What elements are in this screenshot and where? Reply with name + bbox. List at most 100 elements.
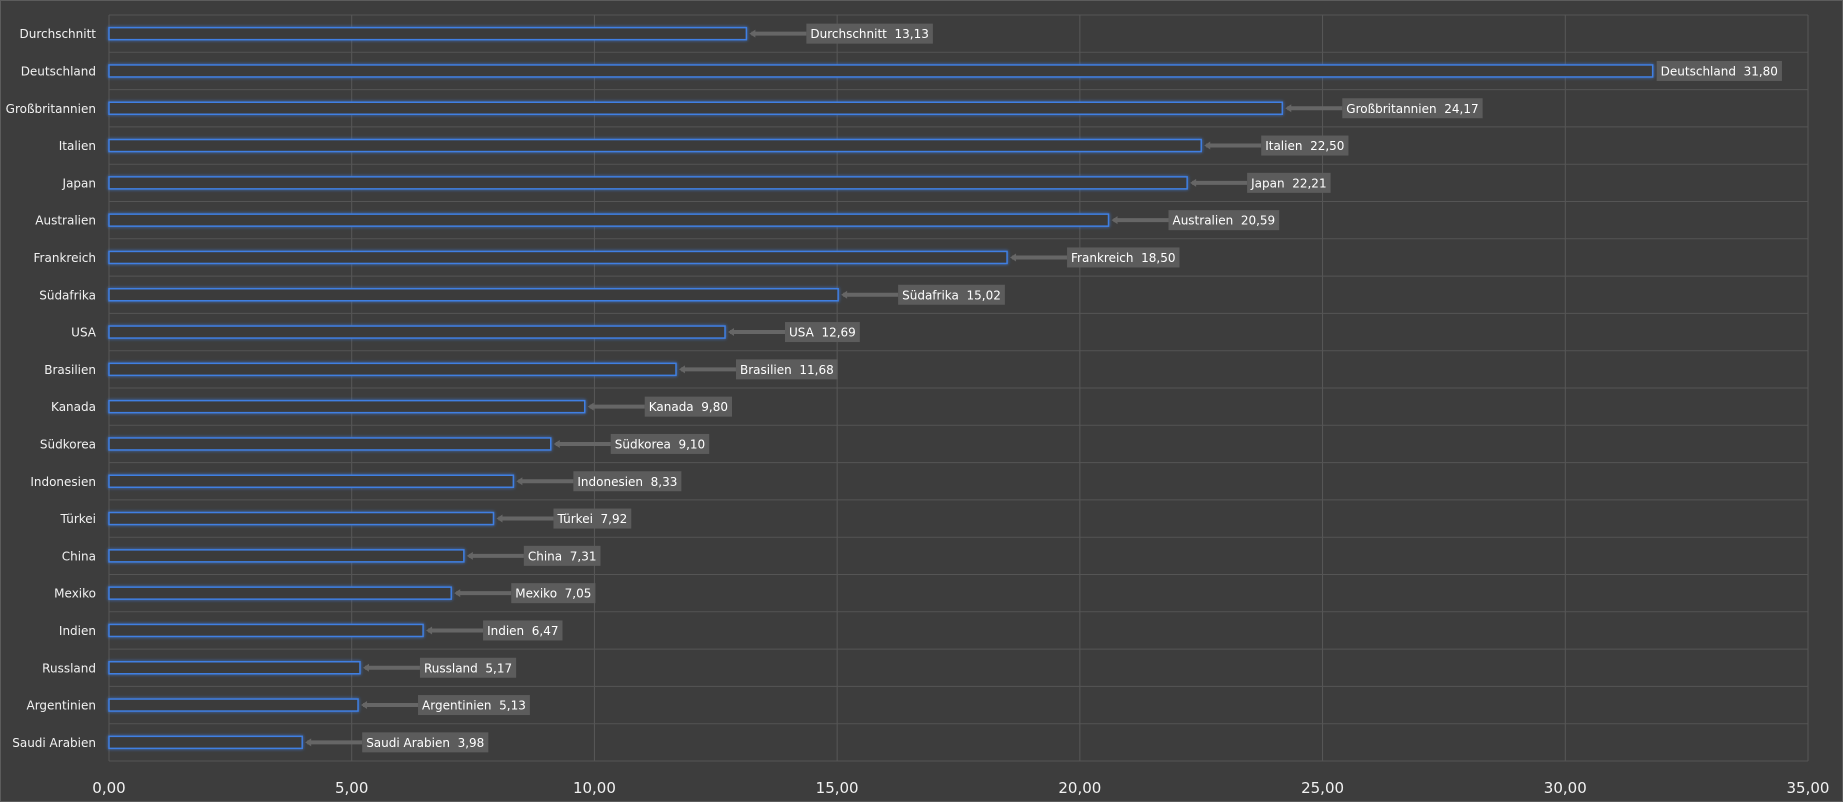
- bar-1: [108, 64, 1654, 78]
- data-label-7: Südafrika 15,02: [841, 284, 1005, 305]
- bars: [108, 26, 1654, 750]
- bar-17: [108, 661, 361, 675]
- data-label-bg-12: [573, 471, 682, 492]
- leader-arrow-9: [678, 365, 685, 374]
- data-label-bg-6: [1067, 247, 1180, 268]
- data-label-bg-2: [1342, 98, 1483, 119]
- data-label-text-8: USA 12,69: [789, 326, 856, 340]
- bar-2: [108, 101, 1284, 115]
- data-label-text-15: Mexiko 7,05: [515, 587, 591, 601]
- data-label-bg-1: [1656, 60, 1782, 81]
- data-label-bg-18: [418, 695, 530, 716]
- data-label-3: Italien 22,50: [1204, 135, 1349, 156]
- data-label-bg-19: [362, 732, 489, 753]
- data-label-6: Frankreich 18,50: [1010, 247, 1180, 268]
- category-label-0: Durchschnitt: [19, 27, 96, 41]
- bar-8: [108, 325, 726, 339]
- data-label-bg-5: [1168, 210, 1280, 231]
- leader-arrow-12: [516, 477, 523, 486]
- category-label-17: Russland: [42, 661, 96, 675]
- data-label-bg-4: [1247, 172, 1331, 193]
- tick-label-0: 0,00: [92, 779, 125, 797]
- data-label-bg-16: [483, 620, 563, 641]
- category-label-15: Mexiko: [54, 587, 96, 601]
- bar-6: [108, 250, 1008, 265]
- category-label-3: Italien: [59, 139, 96, 153]
- tick-label-6: 30,00: [1544, 779, 1587, 797]
- category-label-18: Argentinien: [26, 699, 96, 713]
- leader-arrow-7: [841, 290, 848, 299]
- bar-4: [108, 176, 1188, 190]
- leader-arrow-5: [1111, 216, 1118, 225]
- data-label-text-5: Australien 20,59: [1172, 214, 1275, 228]
- data-label-12: Indonesien 8,33: [516, 471, 682, 492]
- data-label-bg-15: [511, 583, 596, 604]
- category-label-1: Deutschland: [21, 64, 96, 78]
- data-label-9: Brasilien 11,68: [678, 359, 838, 380]
- grid-lines: [108, 14, 1809, 762]
- tick-label-2: 10,00: [573, 779, 616, 797]
- data-labels: Durchschnitt 13,13 Deutschland 31,80 Großb…: [305, 23, 1782, 753]
- data-label-text-18: Argentinien 5,13: [422, 699, 526, 713]
- data-label-bg-13: [553, 508, 632, 529]
- bar-0: [108, 26, 748, 41]
- category-label-8: USA: [71, 326, 97, 340]
- bar-9: [108, 362, 677, 377]
- x-axis-ticks: 0,00 5,00 10,00 15,00 20,00 25,00 30,00 35,00: [92, 779, 1829, 797]
- bar-16: [108, 623, 424, 638]
- data-label-bg-0: [806, 23, 933, 44]
- bar-11: [108, 437, 552, 451]
- data-label-text-13: Türkei 7,92: [556, 512, 627, 526]
- bar-7: [108, 288, 839, 302]
- data-label-bg-14: [523, 545, 601, 566]
- data-label-5: Australien 20,59: [1111, 210, 1280, 231]
- leader-arrow-18: [361, 701, 368, 710]
- data-label-bg-10: [644, 396, 733, 417]
- data-label-14: China 7,31: [466, 545, 601, 566]
- data-label-10: Kanada 9,80: [587, 396, 733, 417]
- leader-arrow-13: [496, 514, 503, 523]
- leader-arrow-16: [426, 626, 433, 635]
- data-label-13: Türkei 7,92: [496, 508, 632, 529]
- data-label-text-4: Japan 22,21: [1250, 176, 1326, 190]
- bar-14: [108, 549, 465, 563]
- category-label-6: Frankreich: [34, 251, 96, 265]
- leader-arrow-11: [553, 439, 560, 448]
- data-label-text-12: Indonesien 8,33: [577, 475, 677, 489]
- category-label-14: China: [62, 549, 96, 563]
- leader-arrow-8: [728, 328, 735, 337]
- data-label-text-17: Russland 5,17: [424, 661, 512, 675]
- bar-13: [108, 511, 495, 526]
- tick-label-4: 20,00: [1058, 779, 1101, 797]
- data-label-bg-9: [735, 359, 838, 380]
- data-label-text-0: Durchschnitt 13,13: [810, 27, 929, 41]
- bar-3: [108, 138, 1202, 153]
- data-label-bg-7: [898, 284, 1005, 305]
- data-label-0: Durchschnitt 13,13: [749, 23, 933, 44]
- category-label-10: Kanada: [51, 400, 96, 414]
- leader-arrow-6: [1010, 253, 1017, 262]
- leader-arrow-2: [1285, 104, 1292, 113]
- data-label-text-3: Italien 22,50: [1265, 139, 1344, 153]
- category-label-16: Indien: [59, 624, 96, 638]
- data-label-15: Mexiko 7,05: [454, 583, 596, 604]
- bar-15: [108, 586, 452, 600]
- data-label-text-11: Südkorea 9,10: [615, 437, 705, 451]
- data-label-4: Japan 22,21: [1190, 172, 1331, 193]
- leader-arrow-3: [1204, 141, 1211, 150]
- data-label-16: Indien 6,47: [426, 620, 563, 641]
- data-label-17: Russland 5,17: [362, 657, 517, 678]
- data-label-text-10: Kanada 9,80: [649, 400, 728, 414]
- data-label-text-2: Großbritannien 24,17: [1346, 102, 1478, 116]
- data-label-text-9: Brasilien 11,68: [740, 363, 834, 377]
- leader-arrow-4: [1190, 178, 1197, 187]
- tick-label-7: 35,00: [1787, 779, 1830, 797]
- data-label-bg-11: [610, 433, 710, 454]
- data-label-bg-3: [1261, 135, 1349, 156]
- category-labels: Durchschnitt Deutschland Großbritannien Ita…: [6, 27, 97, 750]
- category-label-7: Südafrika: [39, 288, 96, 302]
- category-label-11: Südkorea: [40, 437, 96, 451]
- tick-label-1: 5,00: [335, 779, 368, 797]
- data-label-text-16: Indien 6,47: [487, 624, 558, 638]
